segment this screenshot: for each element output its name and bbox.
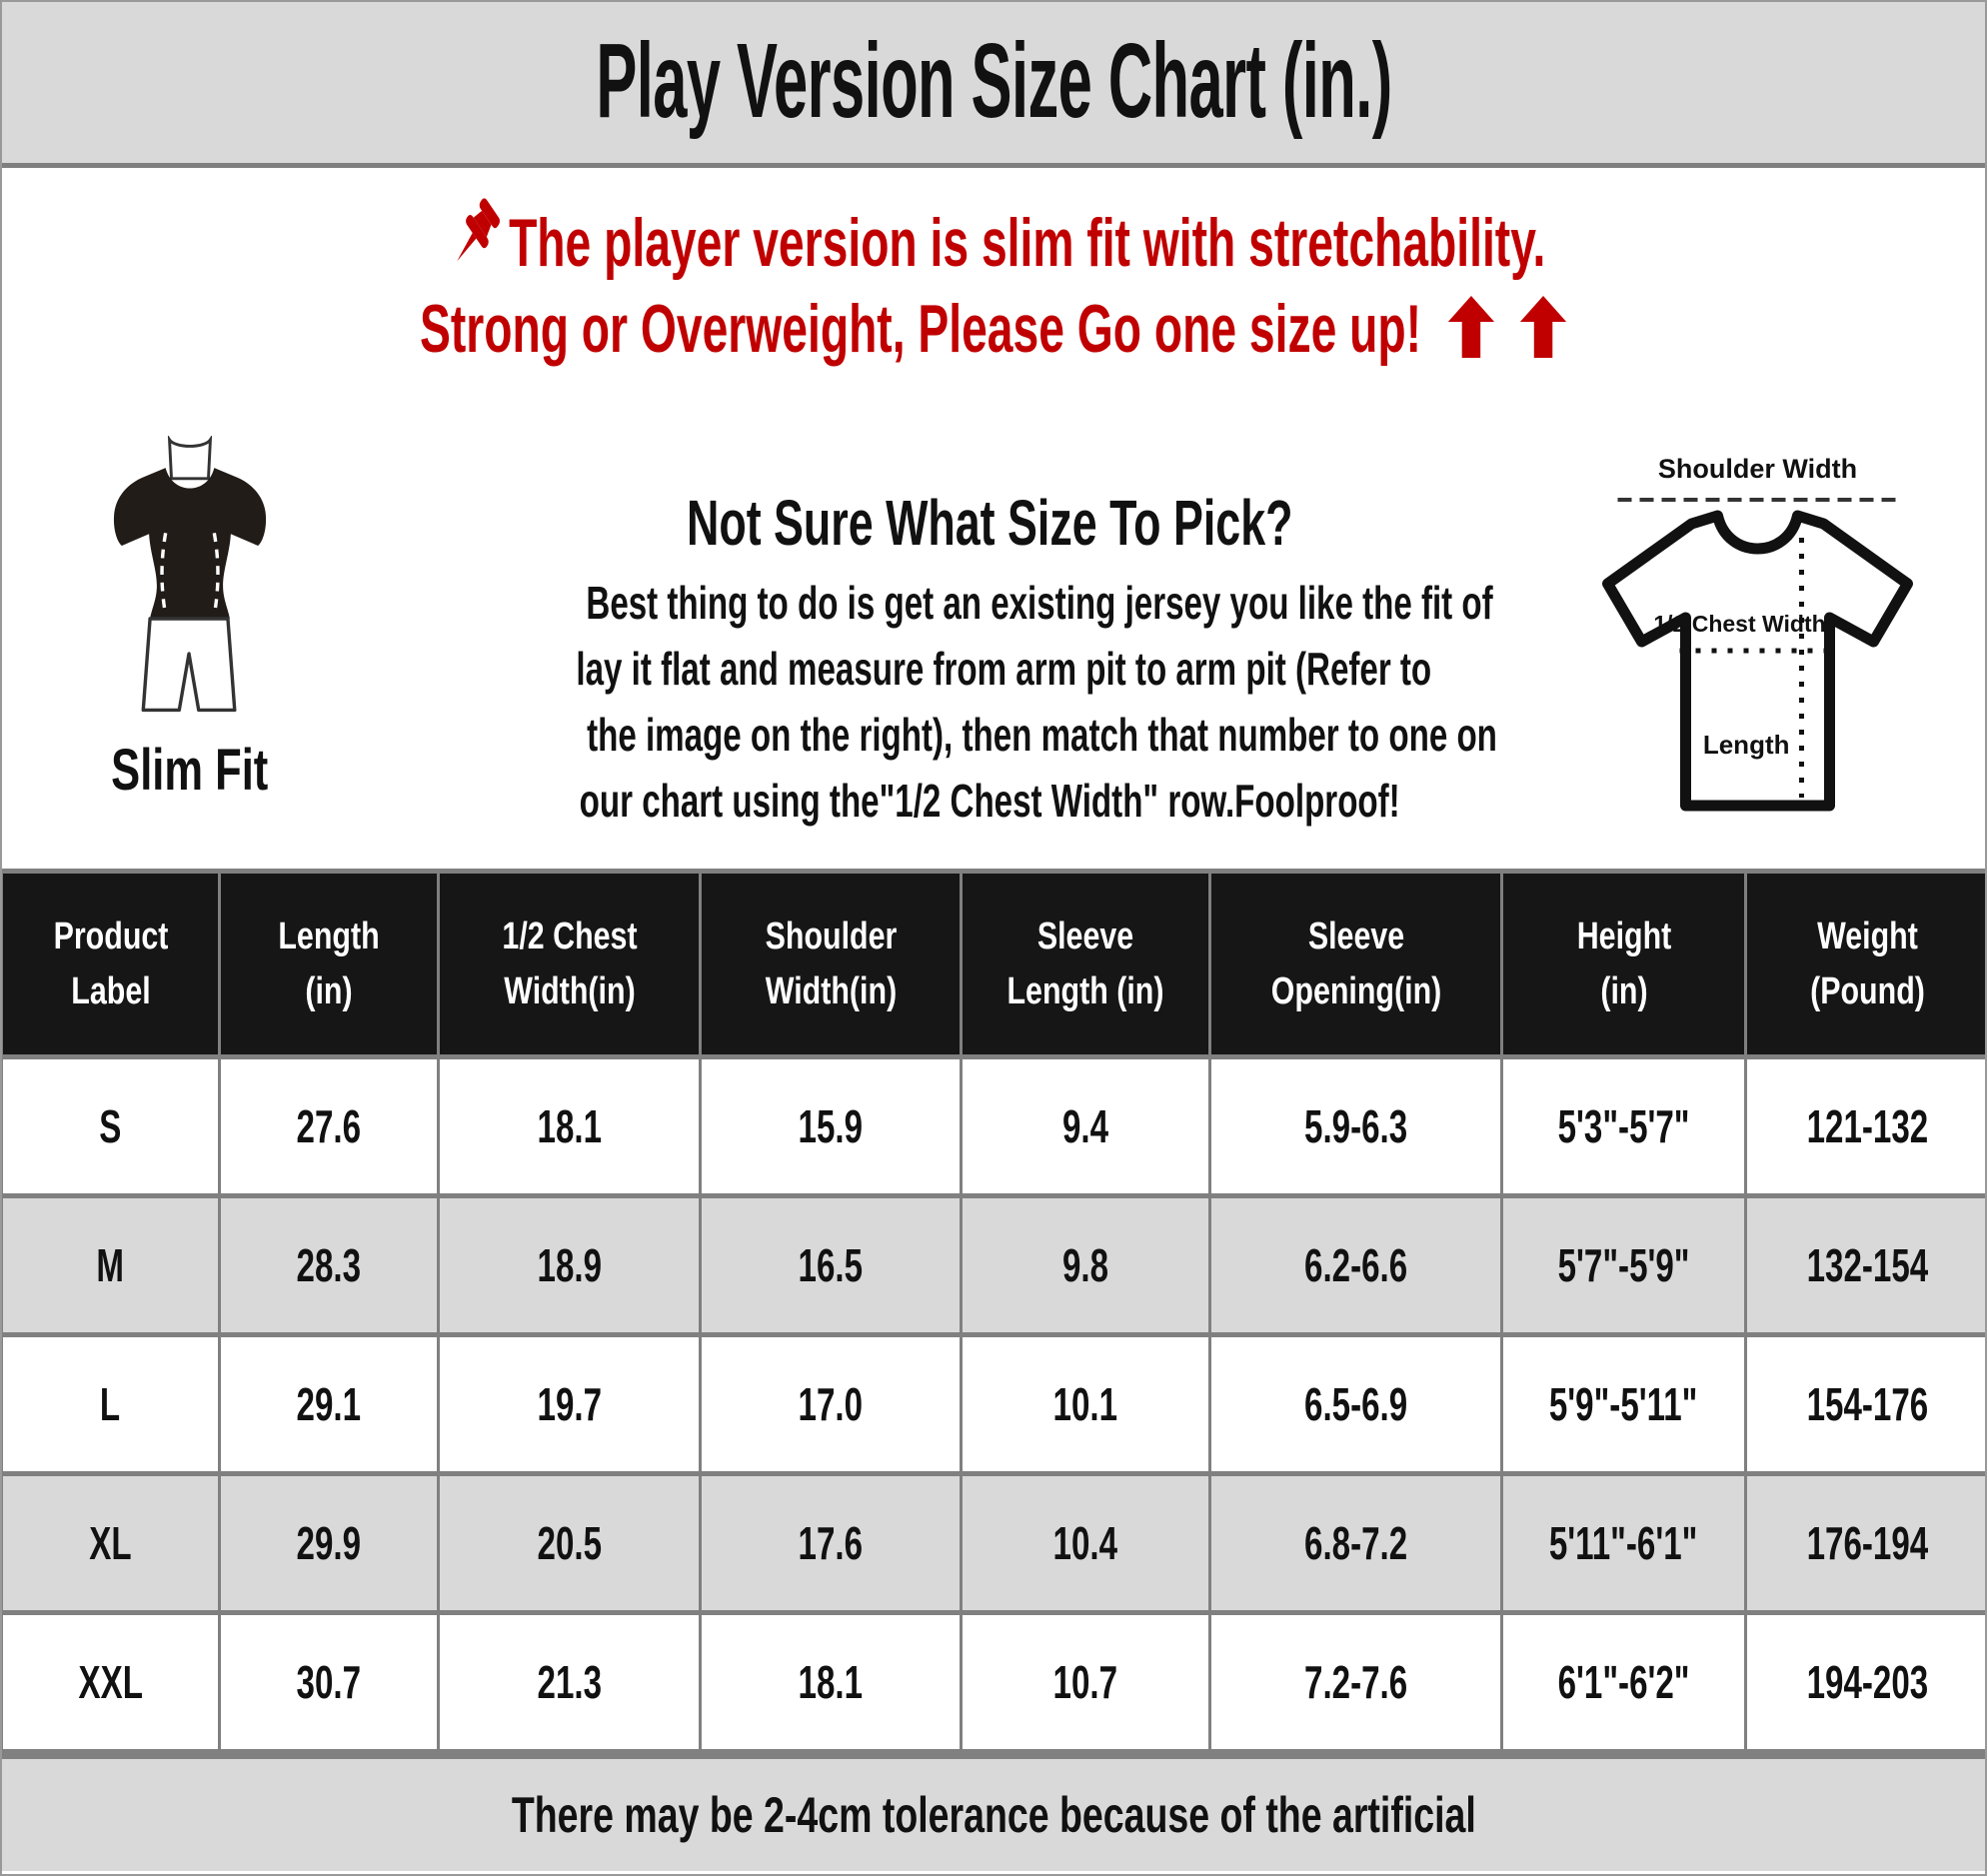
size-guide-line: lay it flat and measure from arm pit to … [576,643,1432,695]
size-cell: 9.4 [960,1054,1211,1198]
size-cell: 154-176 [1744,1332,1987,1476]
column-header-half-chest: 1/2 Chest Width(in) [437,869,702,1059]
content-area: The player version is slim fit with stre… [0,168,1987,869]
size-cell: XL [0,1471,221,1615]
column-header-sleeve-opening: Sleeve Opening(in) [1208,869,1503,1059]
notice-line-1: The player version is slim fit with stre… [0,194,1987,282]
table-header-row: Product Label Length (in) 1/2 Chest Widt… [0,869,1987,1059]
up-arrow-icon [1520,296,1567,358]
title-bar: Play Version Size Chart (in.) [0,0,1987,168]
size-cell: 10.1 [960,1332,1211,1476]
size-cell: S [0,1054,221,1198]
table-row-l: L 29.1 19.7 17.0 10.1 6.5-6.9 5'9"-5'11"… [0,1332,1987,1476]
size-cell: 7.2-7.6 [1208,1610,1503,1754]
size-cell: 10.4 [960,1471,1211,1615]
slim-fit-mannequin-icon [113,434,267,713]
size-cell: 19.7 [437,1332,702,1476]
size-cell: 18.1 [699,1610,963,1754]
tshirt-diagram-icon: Shoulder Width 1/2 Chest Width Length [1602,454,1913,812]
size-cell: 5.9-6.3 [1208,1054,1503,1198]
size-cell: 15.9 [699,1054,963,1198]
size-cell: M [0,1193,221,1337]
half-chest-width-label: 1/2 Chest Width [1653,611,1825,637]
page-title: Play Version Size Chart (in.) [595,22,1392,140]
size-cell: 6.2-6.6 [1208,1193,1503,1337]
size-guide-line: the image on the right), then match that… [587,709,1497,761]
notice-text-1: The player version is slim fit with stre… [509,205,1546,281]
size-guide-line: our chart using the"1/2 Chest Width" row… [579,775,1400,827]
size-cell: 29.9 [218,1471,440,1615]
table-row-xxl: XXL 30.7 21.3 18.1 10.7 7.2-7.6 6'1"-6'2… [0,1610,1987,1754]
column-header-weight: Weight (Pound) [1744,869,1987,1059]
size-cell: 30.7 [218,1610,440,1754]
size-cell: 5'3"-5'7" [1500,1054,1747,1198]
size-cell: 18.1 [437,1054,702,1198]
footer-note: There may be 2-4cm tolerance because of … [511,1787,1476,1843]
size-cell: 28.3 [218,1193,440,1337]
size-cell: 5'9"-5'11" [1500,1332,1747,1476]
slim-fit-label: Slim Fit [111,738,269,803]
column-header-height: Height (in) [1500,869,1747,1059]
size-cell: 18.9 [437,1193,702,1337]
column-header-shoulder: Shoulder Width(in) [699,869,963,1059]
size-cell: L [0,1332,221,1476]
size-cell: 121-132 [1744,1054,1987,1198]
size-cell: 16.5 [699,1193,963,1337]
size-cell: 5'7"-5'9" [1500,1193,1747,1337]
tshirt-measure-diagram: Shoulder Width 1/2 Chest Width Length [1577,446,1977,851]
size-cell: 29.1 [218,1332,440,1476]
notice-text-2: Strong or Overweight, Please Go one size… [420,291,1422,367]
size-table: Product Label Length (in) 1/2 Chest Widt… [0,869,1987,1754]
column-header-length: Length (in) [218,869,440,1059]
size-guide: Not Sure What Size To Pick? Best thing t… [410,486,1569,834]
size-cell: 21.3 [437,1610,702,1754]
shoulder-width-label: Shoulder Width [1658,454,1857,484]
table-row-m: M 28.3 18.9 16.5 9.8 6.2-6.6 5'7"-5'9" 1… [0,1193,1987,1337]
size-cell: 17.0 [699,1332,963,1476]
notice-line-2: Strong or Overweight, Please Go one size… [0,290,1987,368]
size-cell: 9.8 [960,1193,1211,1337]
column-header-sleeve-length: Sleeve Length (in) [960,869,1211,1059]
table-row-xl: XL 29.9 20.5 17.6 10.4 6.8-7.2 5'11"-6'1… [0,1471,1987,1615]
size-cell: 17.6 [699,1471,963,1615]
size-cell: 194-203 [1744,1610,1987,1754]
pushpin-icon [457,198,501,262]
column-header-product-label: Product Label [0,869,221,1059]
size-cell: 176-194 [1744,1471,1987,1615]
table-row-s: S 27.6 18.1 15.9 9.4 5.9-6.3 5'3"-5'7" 1… [0,1054,1987,1198]
size-cell: 20.5 [437,1471,702,1615]
slim-fit-figure: Slim Fit [40,434,340,804]
size-cell: XXL [0,1610,221,1754]
size-guide-line: Best thing to do is get an existing jers… [586,577,1493,629]
size-cell: 6.5-6.9 [1208,1332,1503,1476]
footer-note-bar: There may be 2-4cm tolerance because of … [0,1754,1987,1871]
up-arrow-icon [1447,296,1495,358]
size-cell: 5'11"-6'1" [1500,1471,1747,1615]
size-cell: 132-154 [1744,1193,1987,1337]
length-label: Length [1703,730,1790,760]
size-cell: 10.7 [960,1610,1211,1754]
size-guide-heading: Not Sure What Size To Pick? [686,487,1293,559]
size-cell: 27.6 [218,1054,440,1198]
size-cell: 6'1"-6'2" [1500,1610,1747,1754]
size-cell: 6.8-7.2 [1208,1471,1503,1615]
